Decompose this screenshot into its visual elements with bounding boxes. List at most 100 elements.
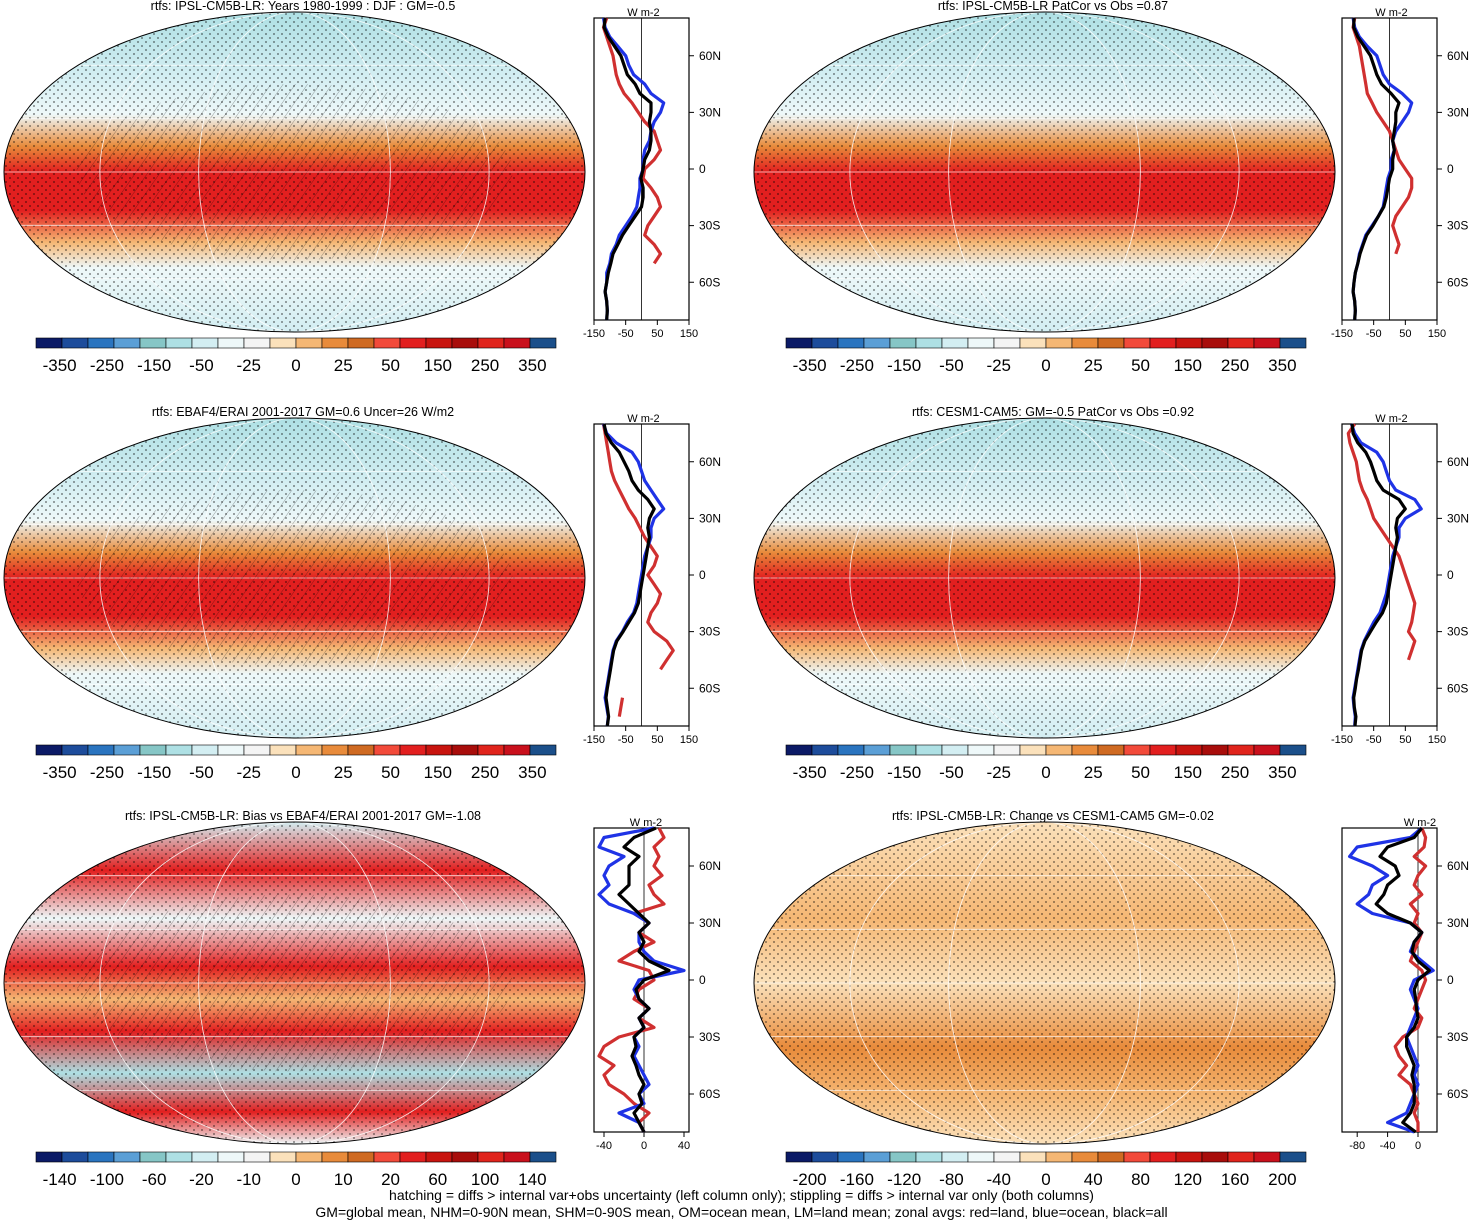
panel-6: rtfs: IPSL-CM5B-LR: Change vs CESM1-CAM5… (753, 809, 1469, 1189)
colorbar-swatch (503, 744, 531, 756)
panel-title: rtfs: IPSL-CM5B-LR: Bias vs EBAF4/ERAI 2… (125, 809, 481, 823)
zonal-line-all (1351, 17, 1401, 321)
colorbar-label: -50 (939, 763, 964, 782)
colorbar-swatch (191, 337, 219, 349)
colorbar-swatch (1201, 744, 1229, 756)
zonal-mean-panel: W m-2 60N 30N 0 30S 60S -150 -50 50 150 (1331, 7, 1469, 340)
colorbar-label: -250 (840, 356, 874, 375)
colorbar-swatch (399, 337, 427, 349)
panel-title: rtfs: IPSL-CM5B-LR: Years 1980-1999 : DJ… (151, 0, 456, 13)
colorbar-label: 25 (1084, 356, 1103, 375)
zonal-frame (1341, 827, 1438, 1133)
colorbar-swatch (1279, 744, 1307, 756)
colorbar-swatch (785, 1151, 813, 1163)
lat-tick-label: 30S (699, 625, 720, 639)
lat-tick-label: 30S (699, 1030, 720, 1044)
x-tick-label: 50 (1399, 734, 1411, 746)
colorbar-swatch (165, 337, 193, 349)
colorbar-swatch (1201, 337, 1229, 349)
colorbar-label: 25 (334, 763, 353, 782)
colorbar-swatch (889, 1151, 917, 1163)
colorbar-swatch (347, 1151, 375, 1163)
colorbar-swatch (1045, 337, 1073, 349)
colorbar-label: 350 (1268, 356, 1296, 375)
colorbar-label: -20 (189, 1170, 214, 1189)
colorbar-swatch (243, 1151, 271, 1163)
colorbar-label: -140 (43, 1170, 77, 1189)
zonal-line-ocean (1349, 423, 1423, 727)
zonal-line-land (601, 423, 675, 717)
colorbar-swatch (863, 744, 891, 756)
colorbar-label: -25 (986, 763, 1011, 782)
x-tick-label: -150 (1331, 328, 1353, 340)
colorbar-swatch (785, 337, 813, 349)
colorbar-swatch (837, 1151, 865, 1163)
colorbar-label: -250 (840, 763, 874, 782)
panel-title: rtfs: CESM1-CAM5: GM=-0.5 PatCor vs Obs … (912, 405, 1194, 419)
map-border (753, 417, 1336, 739)
map-border (753, 11, 1336, 333)
colorbar-swatch (889, 337, 917, 349)
x-tick-label: -40 (596, 1140, 612, 1152)
colorbar-swatch (451, 337, 479, 349)
colorbar-swatch (113, 1151, 141, 1163)
w-m2-unit-label: W m-2 (1375, 7, 1407, 19)
colorbar-label: -150 (887, 356, 921, 375)
colorbar-label: -10 (236, 1170, 261, 1189)
colorbar-swatch (61, 1151, 89, 1163)
x-tick-label: -50 (618, 734, 634, 746)
colorbar-label: 0 (291, 763, 300, 782)
colorbar-swatch (165, 1151, 193, 1163)
lat-tick-label: 0 (1447, 568, 1454, 582)
colorbar-swatch (269, 337, 297, 349)
colorbar-swatch (269, 744, 297, 756)
colorbar-swatch (1149, 337, 1177, 349)
panel-title: rtfs: EBAF4/ERAI 2001-2017 GM=0.6 Uncer=… (152, 405, 454, 419)
colorbar-label: -40 (986, 1170, 1011, 1189)
colorbar-swatch (1253, 1151, 1281, 1163)
zonal-line-all (602, 17, 653, 321)
colorbar-swatch (295, 1151, 323, 1163)
colorbar-swatch (191, 744, 219, 756)
colorbar-swatch (139, 744, 167, 756)
colorbar-swatch (373, 1151, 401, 1163)
colorbar-swatch (1175, 1151, 1203, 1163)
colorbar-swatch (1253, 744, 1281, 756)
colorbar-label: 150 (424, 356, 452, 375)
colorbar-label: -350 (43, 356, 77, 375)
colorbar-swatch (61, 744, 89, 756)
colorbar-label: 250 (1221, 763, 1249, 782)
colorbar-swatch (1175, 744, 1203, 756)
colorbar-swatch (243, 337, 271, 349)
x-tick-label: -150 (1331, 734, 1353, 746)
colorbar-swatch (993, 337, 1021, 349)
zonal-mean-panel: W m-2 60N 30N 0 30S 60S -150 -50 50 150 (583, 7, 721, 340)
colorbar-swatch (1123, 1151, 1151, 1163)
lat-tick-label: 60N (699, 455, 721, 469)
x-tick-label: -50 (1366, 734, 1382, 746)
panel-4: rtfs: CESM1-CAM5: GM=-0.5 PatCor vs Obs … (753, 405, 1469, 782)
colorbar-swatch (347, 337, 375, 349)
colorbar-label: 50 (1131, 356, 1150, 375)
colorbar-swatch (269, 1151, 297, 1163)
colorbar-label: -350 (793, 763, 827, 782)
lat-tick-label: 30N (1447, 105, 1469, 119)
colorbar-label: 250 (1221, 356, 1249, 375)
colorbar-swatch (347, 744, 375, 756)
zonal-line-all (617, 826, 671, 1133)
colorbar-swatch (1097, 337, 1125, 349)
colorbar-swatch (35, 744, 63, 756)
colorbar-swatch (191, 1151, 219, 1163)
colorbar: -140 -100 -60 -20 -10 0 10 20 60 100 140 (35, 1151, 557, 1189)
zonal-line-ocean (601, 17, 666, 321)
colorbar-label: -350 (793, 356, 827, 375)
colorbar-swatch (1227, 337, 1255, 349)
colorbar-swatch (295, 744, 323, 756)
lat-tick-label: 60S (699, 681, 720, 695)
colorbar-label: 0 (1041, 356, 1050, 375)
colorbar-label: 140 (518, 1170, 546, 1189)
zonal-line-land (597, 827, 666, 1133)
colorbar-label: 100 (471, 1170, 499, 1189)
colorbar-label: 50 (381, 763, 400, 782)
colorbar-swatch (967, 337, 995, 349)
